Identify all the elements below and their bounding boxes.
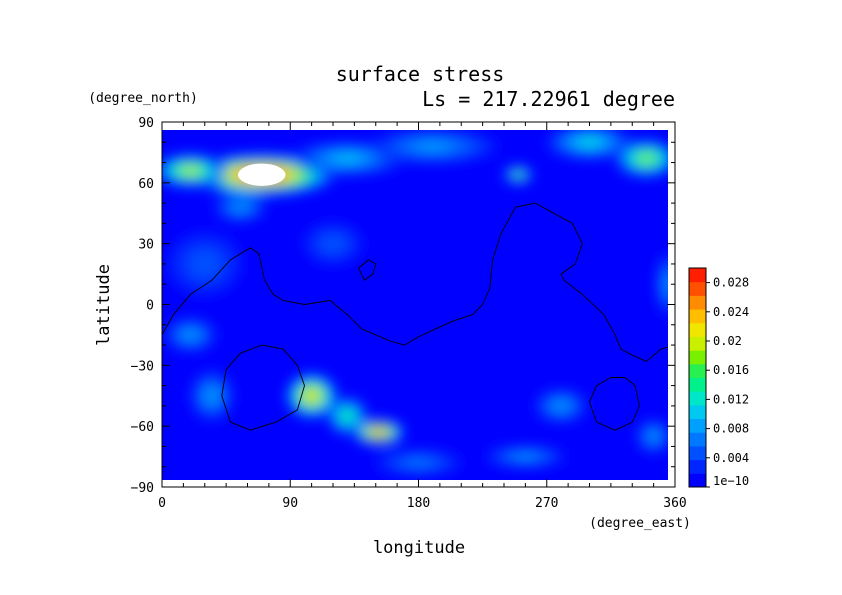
colorbar-swatch bbox=[689, 445, 706, 461]
heatmap-field bbox=[162, 130, 668, 480]
colorbar-swatch bbox=[689, 322, 706, 337]
colorbar-tick-label: 0.012 bbox=[713, 392, 749, 406]
y-tick-label: −90 bbox=[131, 481, 154, 496]
colorbar-tick-label: 0.02 bbox=[713, 334, 742, 348]
y-axis-label: latitude bbox=[94, 264, 114, 346]
colorbar-tick-label: 0.028 bbox=[713, 276, 749, 290]
colorbar-swatch bbox=[689, 336, 706, 351]
y-tick-label: 60 bbox=[138, 177, 154, 192]
topography-contours bbox=[162, 202, 668, 431]
contour-line-0 bbox=[162, 202, 668, 362]
colorbar-tick-label: 1e−10 bbox=[713, 474, 749, 488]
colorbar-tick-label: 0.008 bbox=[713, 422, 749, 436]
y-tick-label: 0 bbox=[146, 299, 154, 314]
x-tick-label: 90 bbox=[282, 496, 298, 511]
contour-line-3 bbox=[589, 377, 640, 431]
colorbar-tick-label: 0.016 bbox=[713, 363, 749, 377]
colorbar-swatch bbox=[689, 363, 706, 378]
colorbar-swatch bbox=[689, 295, 706, 310]
colorbar-swatch bbox=[689, 418, 706, 433]
colorbar-swatch bbox=[689, 391, 706, 406]
y-tick-label: 90 bbox=[138, 116, 154, 131]
chart-title: surface stress bbox=[336, 62, 505, 86]
hotspot-0-saturated bbox=[238, 163, 286, 186]
hotspot-19-level-2 bbox=[318, 233, 348, 254]
hotspot-14-level-4 bbox=[649, 432, 658, 441]
hotspot-4-level-5 bbox=[335, 155, 359, 162]
colorbar-tick-label: 0.024 bbox=[713, 305, 749, 319]
x-axis-label: longitude bbox=[373, 538, 465, 558]
contour-line-2 bbox=[221, 344, 305, 431]
y-unit-label: (degree_north) bbox=[88, 91, 198, 106]
x-tick-label: 0 bbox=[158, 496, 166, 511]
hotspot-1-level-11 bbox=[187, 169, 194, 173]
y-tick-label: 30 bbox=[138, 238, 154, 253]
hotspot-15-level-4 bbox=[515, 454, 536, 460]
hotspot-3-level-10 bbox=[516, 173, 520, 176]
colorbar-swatch bbox=[689, 281, 706, 296]
hotspot-9-level-16 bbox=[376, 431, 381, 434]
y-tick-label: −30 bbox=[131, 359, 154, 374]
colorbar-frame bbox=[688, 267, 707, 488]
plot-axes: 0 90 180 270 360 90 60 30 0 −30 −60 −90 bbox=[131, 116, 687, 511]
x-tick-label: 180 bbox=[407, 496, 430, 511]
hotspot-18-level-2 bbox=[186, 248, 223, 280]
colorbar-swatch bbox=[689, 473, 706, 488]
x-tick-label: 270 bbox=[535, 496, 558, 511]
colorbar-swatch bbox=[689, 459, 706, 474]
hotspot-12-level-4 bbox=[206, 389, 218, 402]
hotspot-7-level-4 bbox=[233, 203, 247, 211]
hotspot-8-level-13 bbox=[309, 394, 314, 398]
chart-subtitle: Ls = 217.22961 degree bbox=[422, 87, 675, 111]
hotspot-17-level-4 bbox=[665, 276, 668, 292]
colorbar-swatch bbox=[689, 404, 706, 420]
colorbar-swatch bbox=[689, 432, 706, 447]
contour-line-1 bbox=[358, 259, 377, 281]
y-tick-label: −60 bbox=[131, 420, 154, 435]
hotspot-6-level-6 bbox=[582, 139, 597, 145]
hotspot-16-level-3 bbox=[404, 458, 433, 467]
colorbar-swatch bbox=[689, 350, 706, 365]
hotspot-2-level-10 bbox=[643, 156, 650, 161]
colorbar-tick-label: 0.004 bbox=[713, 451, 749, 465]
x-unit-label: (degree_east) bbox=[589, 516, 691, 531]
hotspot-11-level-4 bbox=[184, 330, 197, 339]
colorbar: 1e−10 0.004 0.008 0.012 0.016 0.02 0.024 0.028 bbox=[688, 267, 749, 488]
hotspot-13-level-4 bbox=[554, 401, 568, 410]
x-tick-label: 360 bbox=[663, 496, 686, 511]
colorbar-swatch bbox=[689, 377, 706, 392]
colorbar-swatch bbox=[689, 268, 706, 283]
heatmap-plot-area bbox=[162, 130, 668, 480]
hotspot-5-level-4 bbox=[416, 142, 449, 151]
hotspot-10-level-8 bbox=[344, 413, 350, 419]
colorbar-swatch bbox=[689, 309, 706, 324]
